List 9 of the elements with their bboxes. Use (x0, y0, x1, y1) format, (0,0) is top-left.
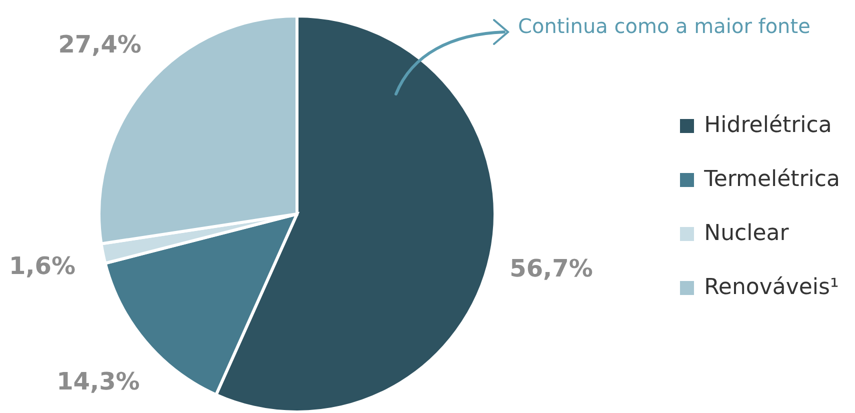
text: Continua como a maior fonte (518, 14, 810, 38)
legend-label: Nuclear (704, 221, 789, 246)
legend-label: Renováveis¹ (704, 275, 839, 300)
data-label: 14,3% (56, 368, 140, 396)
data-label: 27,4% (58, 30, 142, 59)
legend-label: Hidrelétrica (704, 113, 832, 138)
data-label: 56,7% (510, 254, 593, 282)
data-label: 1,6% (8, 252, 76, 280)
legend-label: Termelétrica (704, 167, 840, 192)
